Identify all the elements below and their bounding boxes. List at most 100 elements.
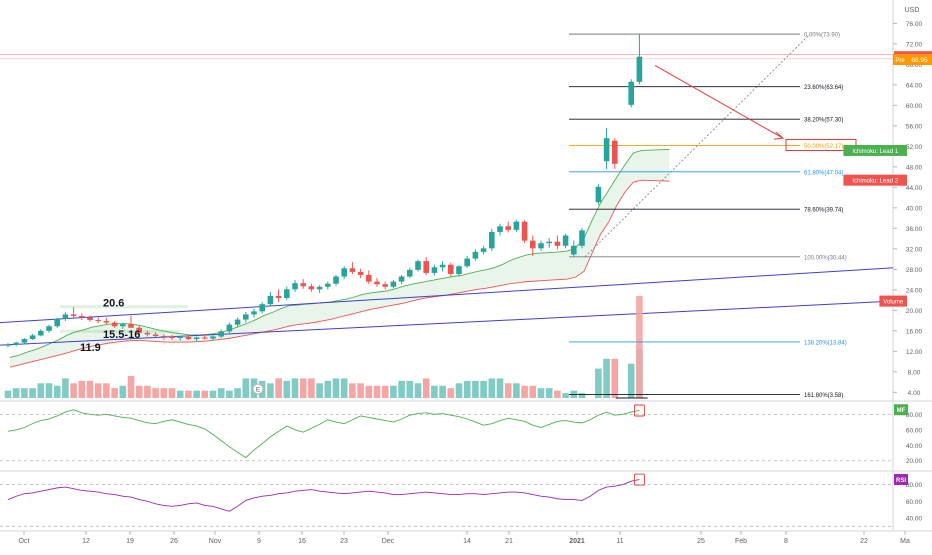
volume-bar xyxy=(447,388,455,398)
candle-body xyxy=(636,56,643,82)
volume-bar xyxy=(349,383,356,398)
price-axis-tick-label: 28.00 xyxy=(906,267,923,274)
candle-body xyxy=(193,337,200,340)
earnings-marker xyxy=(252,383,264,395)
volume-bar xyxy=(316,383,323,398)
volume-bar xyxy=(324,380,332,398)
mf-axis-tick-label: 20.00 xyxy=(906,458,923,465)
volume-bar xyxy=(86,380,94,398)
volume-bar xyxy=(521,385,528,398)
candle-body xyxy=(144,332,151,335)
fib-level-label: 78.60%(39.74) xyxy=(804,208,843,214)
price-axis-tick-label: 64.00 xyxy=(906,82,923,89)
volume-bar xyxy=(21,388,28,398)
price-axis-tick-label: 68.00 xyxy=(906,62,923,69)
candle-body xyxy=(333,276,339,284)
volume-bar xyxy=(217,388,225,398)
time-axis-tick-label: Oct xyxy=(19,538,30,545)
support-zone-15-5 xyxy=(60,329,180,333)
candle-body xyxy=(120,324,126,327)
volume-bar xyxy=(463,380,471,398)
fib-level-label: 38.20%(57.30) xyxy=(804,118,843,124)
volume-bar xyxy=(70,383,77,398)
volume-bar xyxy=(414,383,422,398)
rsi-axis-tick-label: 60.00 xyxy=(906,499,923,506)
candle-body xyxy=(374,281,380,285)
volume-bar xyxy=(504,383,512,398)
candle-body xyxy=(407,269,413,277)
volume-bar xyxy=(12,388,20,398)
volume-bar xyxy=(554,390,561,398)
volume-bar xyxy=(406,380,414,398)
time-axis-tick-label: 2021 xyxy=(569,538,585,545)
candle-body xyxy=(251,311,257,315)
volume-bar xyxy=(111,388,118,398)
candle-body xyxy=(456,266,462,274)
time-axis-tick-label: 19 xyxy=(126,538,134,545)
candle-body xyxy=(571,245,577,255)
volume-bar xyxy=(611,358,619,398)
price-annotation: 20.6 xyxy=(103,297,124,309)
currency-label: USD xyxy=(905,7,920,14)
price-axis-tick-label: 52.00 xyxy=(906,144,923,151)
ichimoku-lead2-line xyxy=(9,179,670,368)
volume-bar xyxy=(595,368,602,398)
volume-bar xyxy=(603,358,610,398)
volume-bar xyxy=(308,378,315,398)
volume-bar xyxy=(439,385,446,398)
volume-bar xyxy=(242,378,250,398)
candle-body xyxy=(349,268,356,272)
volume-bar xyxy=(398,380,405,398)
volume-bar xyxy=(135,385,143,398)
upper-trend-line xyxy=(0,267,894,324)
candle-body xyxy=(357,271,364,275)
volume-bar xyxy=(176,390,184,398)
candle-body xyxy=(415,261,421,270)
fib-level-label: 61.80%(47.04) xyxy=(804,170,843,176)
fib-level-label: 23.60%(63.64) xyxy=(804,85,843,91)
volume-bar xyxy=(226,390,233,398)
candle-body xyxy=(70,314,77,316)
candle-body xyxy=(530,240,536,249)
candle-body xyxy=(505,226,511,230)
candle-body xyxy=(480,248,487,252)
candle-body xyxy=(29,335,36,340)
candle-body xyxy=(546,241,552,244)
volume-bar xyxy=(291,378,299,398)
pre-market-value: 68.95 xyxy=(911,57,928,64)
volume-bar xyxy=(119,385,127,398)
volume-bar xyxy=(513,383,520,398)
volume-bar xyxy=(185,390,192,398)
candle-body xyxy=(497,226,503,232)
rsi-axis-tick-label: 40.00 xyxy=(906,515,923,522)
volume-bar xyxy=(275,378,282,398)
price-axis-tick-label: 48.00 xyxy=(906,164,923,171)
candle-body xyxy=(128,324,134,328)
time-axis-tick-label: 16 xyxy=(298,538,306,545)
indicator-tag-label: Ichimoku: Lead 2 xyxy=(852,179,898,185)
fib-level-label: 0.00%(73.90) xyxy=(804,33,840,39)
mf-highlight-box xyxy=(633,404,645,417)
price-axis-tick-label: 16.00 xyxy=(906,328,923,335)
volume-bar xyxy=(455,383,463,398)
volume-bar xyxy=(488,378,496,398)
volume-bar xyxy=(365,385,373,398)
candle-body xyxy=(136,327,142,333)
time-axis-tick-label: 14 xyxy=(463,538,471,545)
candle-body xyxy=(46,326,52,331)
volume-bar xyxy=(562,393,569,398)
rsi-tag xyxy=(894,474,908,486)
rsi-line xyxy=(7,479,640,512)
candle-body xyxy=(325,283,331,287)
time-axis-tick-label: 9 xyxy=(257,538,261,545)
candle-body xyxy=(202,337,208,339)
candle-body xyxy=(612,140,618,164)
candle-body xyxy=(161,335,167,337)
volume-bar xyxy=(94,383,102,398)
fib-level-label: 100.00%(30.44) xyxy=(804,255,847,261)
pre-market-tag-label: Pre xyxy=(895,58,905,64)
projection-arrow-line xyxy=(654,64,784,139)
candle-body xyxy=(316,286,323,290)
volume-bar xyxy=(29,388,36,398)
volume-bar xyxy=(431,385,438,398)
